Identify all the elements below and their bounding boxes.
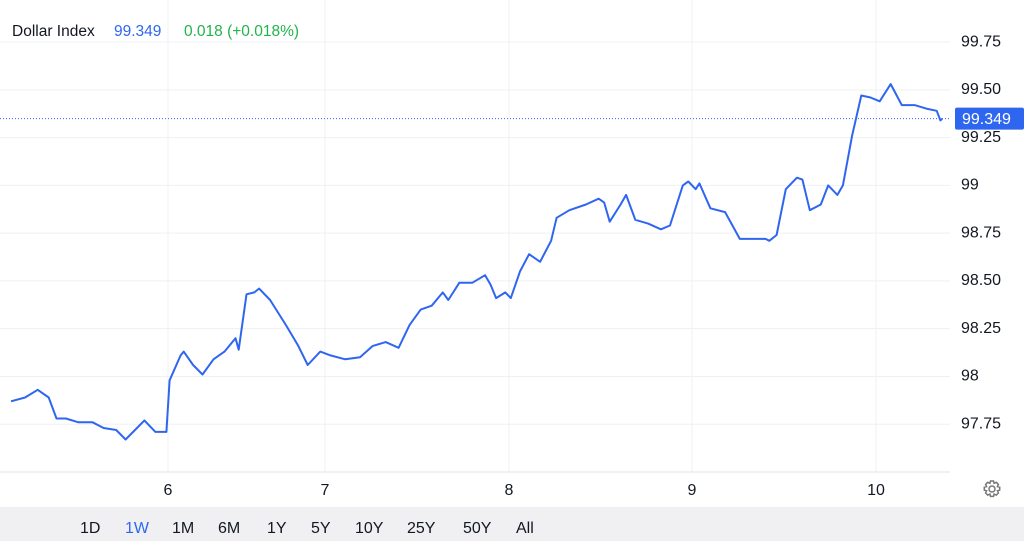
range-button[interactable]: All <box>516 520 534 537</box>
range-button[interactable]: 25Y <box>407 520 436 537</box>
range-button[interactable]: 10Y <box>355 520 384 537</box>
range-button[interactable]: 5Y <box>311 520 331 537</box>
x-tick-label: 10 <box>867 482 885 499</box>
x-tick-label: 8 <box>505 482 514 499</box>
y-tick-label: 98.75 <box>961 224 1001 241</box>
y-tick-label: 99.25 <box>961 129 1001 146</box>
price-line <box>10 83 943 441</box>
y-tick-label: 98 <box>961 368 979 385</box>
price-tag <box>955 107 1024 130</box>
price-tag-label: 99.349 <box>962 111 1011 128</box>
y-tick-label: 99.75 <box>961 33 1001 50</box>
change: 0.018 (+0.018%) <box>184 23 299 40</box>
range-button[interactable]: 50Y <box>463 520 492 537</box>
x-tick-label: 7 <box>321 482 330 499</box>
last-value: 99.349 <box>114 23 161 40</box>
x-tick-label: 6 <box>164 482 173 499</box>
y-tick-label: 98.25 <box>961 320 1001 337</box>
range-button[interactable]: 1M <box>172 520 194 537</box>
settings-icon[interactable] <box>983 480 1001 498</box>
chart-title: Dollar Index <box>12 23 95 40</box>
y-tick-label: 99.50 <box>961 81 1001 98</box>
y-tick-label: 97.75 <box>961 415 1001 432</box>
range-bar <box>0 507 1024 541</box>
range-button[interactable]: 6M <box>218 520 240 537</box>
y-tick-label: 99 <box>961 177 979 194</box>
y-tick-label: 98.50 <box>961 272 1001 289</box>
x-tick-label: 9 <box>688 482 697 499</box>
range-button[interactable]: 1Y <box>267 520 287 537</box>
range-button[interactable]: 1D <box>80 520 100 537</box>
range-button[interactable]: 1W <box>125 520 150 537</box>
